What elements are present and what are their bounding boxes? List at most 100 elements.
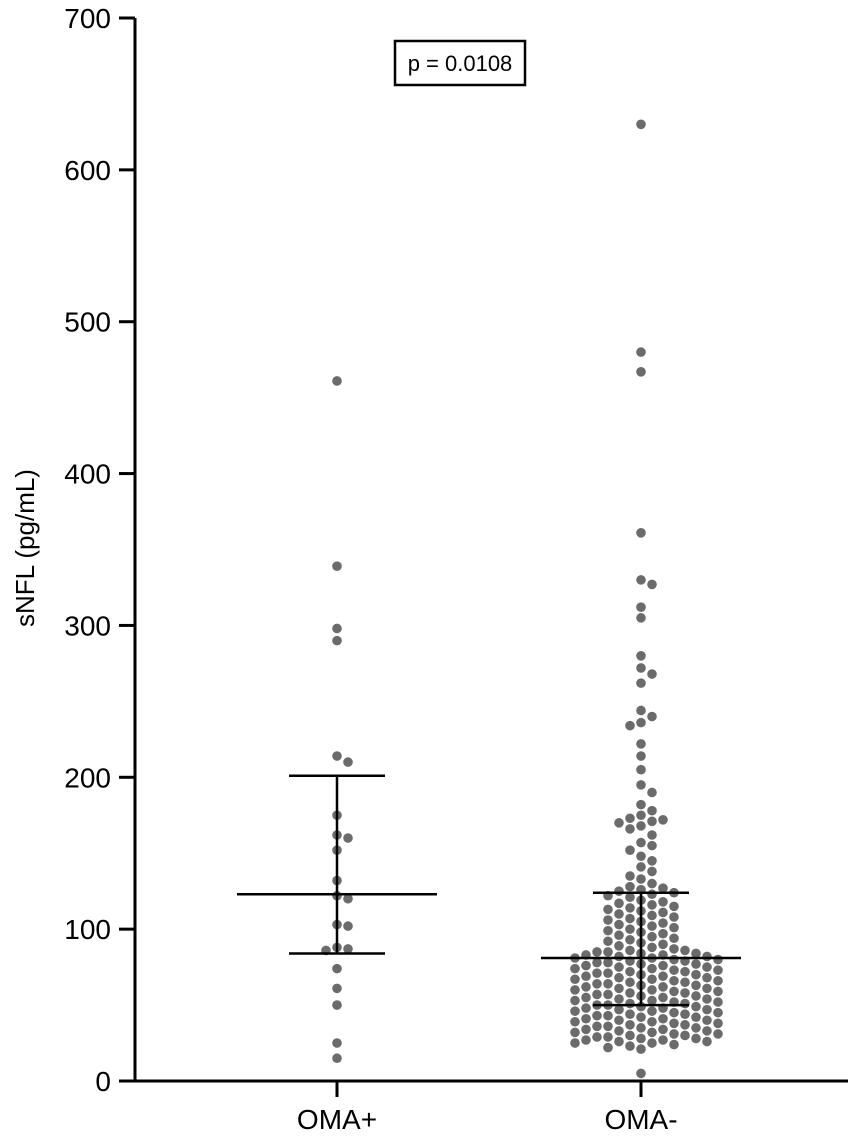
data-point [603, 1021, 613, 1032]
data-point [625, 720, 635, 731]
data-point [647, 889, 657, 900]
data-point [636, 119, 646, 130]
data-point [647, 787, 657, 798]
data-point [332, 1053, 342, 1064]
data-point [658, 928, 668, 939]
data-point [332, 1000, 342, 1010]
data-point [581, 1013, 591, 1024]
data-point [669, 933, 679, 944]
y-tick-label: 700 [64, 3, 111, 34]
data-point [647, 910, 657, 921]
data-point [647, 963, 657, 974]
data-point [647, 900, 657, 910]
data-point [680, 977, 690, 988]
data-point [647, 931, 657, 942]
data-point [614, 1015, 624, 1026]
data-point [625, 966, 635, 977]
data-point [592, 1032, 602, 1042]
data-point [592, 1021, 602, 1032]
data-point [332, 561, 342, 572]
data-point [680, 988, 690, 998]
data-point [647, 974, 657, 985]
data-point [625, 892, 635, 903]
data-point [332, 623, 342, 634]
data-point [713, 997, 723, 1007]
data-point [343, 833, 353, 843]
data-point [669, 922, 679, 933]
data-point [636, 874, 646, 884]
data-point [691, 1001, 701, 1012]
data-point [636, 717, 646, 728]
data-point [680, 966, 690, 977]
data-point [636, 1033, 646, 1044]
data-point [603, 979, 613, 989]
data-point [625, 945, 635, 956]
y-axis-label: sNFL (pg/mL) [10, 469, 40, 627]
data-point [625, 988, 635, 998]
y-tick-label: 0 [95, 1066, 111, 1097]
data-point [332, 963, 342, 974]
data-point [625, 1041, 635, 1051]
data-point [636, 810, 646, 821]
data-point [669, 954, 679, 965]
data-point [702, 994, 712, 1004]
data-point [625, 977, 635, 988]
y-tick-label: 600 [64, 155, 111, 186]
data-point [658, 992, 668, 1003]
data-point [636, 678, 646, 688]
data-point [702, 1036, 712, 1047]
data-point [647, 921, 657, 931]
data-point [625, 903, 635, 913]
data-point [658, 939, 668, 950]
data-point [592, 1010, 602, 1021]
data-point [680, 1030, 690, 1041]
data-point [570, 1027, 580, 1038]
data-point [625, 824, 635, 834]
data-point [647, 878, 657, 889]
data-point [570, 985, 580, 995]
data-point [713, 1007, 723, 1018]
data-point [647, 711, 657, 722]
data-point [614, 994, 624, 1004]
data-point [603, 1042, 613, 1053]
data-point [647, 942, 657, 953]
data-point [614, 909, 624, 919]
p-value-box [393, 39, 527, 87]
data-point [625, 845, 635, 855]
data-point [669, 975, 679, 986]
data-point [636, 1012, 646, 1023]
data-point [680, 1020, 690, 1030]
data-point [669, 1007, 679, 1018]
data-point [647, 816, 657, 827]
data-point [669, 912, 679, 922]
data-point [343, 944, 353, 954]
data-point [603, 1010, 613, 1021]
data-point [669, 1039, 679, 1050]
data-point [691, 969, 701, 980]
data-point [636, 527, 646, 538]
axes-layer: 0 100 200 300 400 500 600 700 OMA+ OMA- [64, 3, 848, 1135]
data-point [658, 971, 668, 982]
data-point [658, 1035, 668, 1045]
data-point [603, 904, 613, 915]
data-point [570, 1016, 580, 1027]
data-point [614, 898, 624, 909]
data-point [332, 635, 342, 646]
data-point [647, 985, 657, 995]
p-value-annotation: p = 0.0108 [393, 39, 527, 87]
data-point [592, 979, 602, 989]
data-point [636, 837, 646, 848]
data-point [658, 960, 668, 971]
data-point [636, 575, 646, 585]
data-point [614, 951, 624, 962]
data-points-layer [321, 119, 723, 1079]
data-point [691, 991, 701, 1001]
data-point [713, 965, 723, 975]
data-point [614, 930, 624, 941]
data-point [691, 1033, 701, 1044]
data-point [625, 1009, 635, 1019]
data-point [647, 856, 657, 866]
data-point [614, 941, 624, 951]
data-point [592, 957, 602, 968]
data-point [603, 936, 613, 947]
